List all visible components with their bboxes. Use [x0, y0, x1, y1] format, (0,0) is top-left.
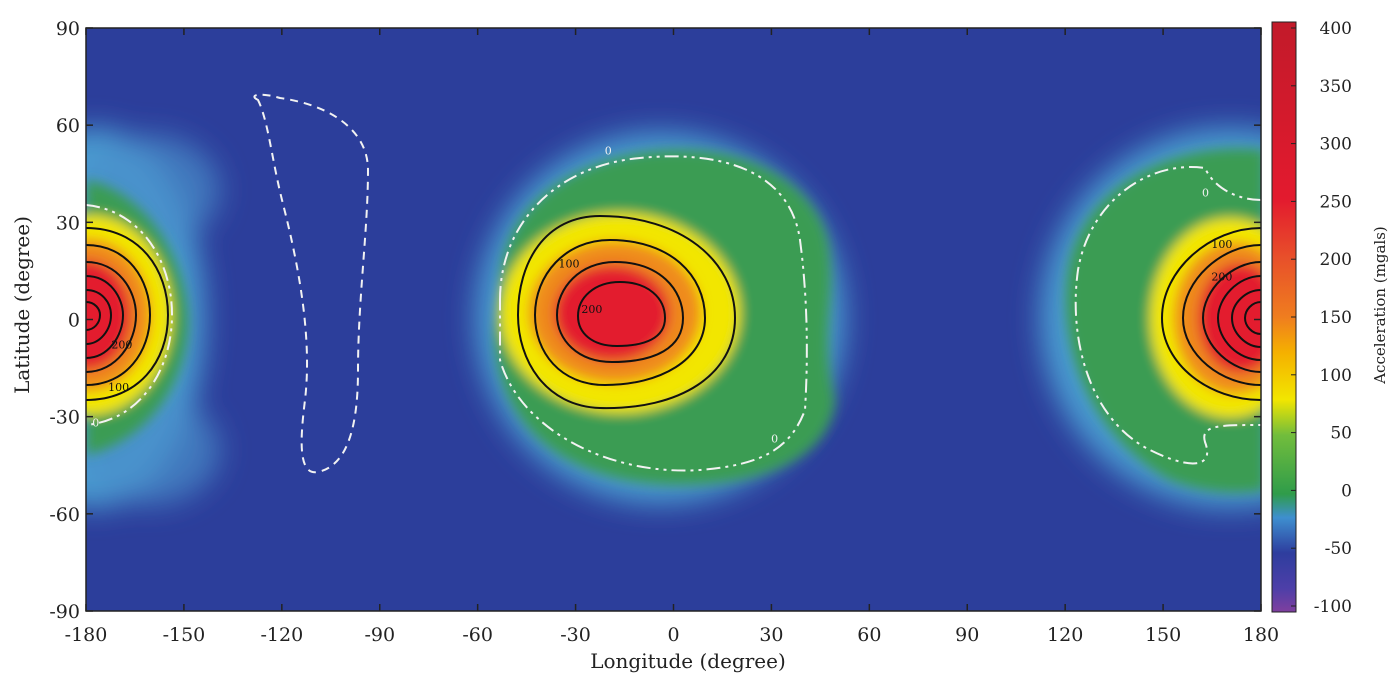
- colorbar-tick-label: 350: [1320, 77, 1352, 97]
- zero-contours: [86, 155, 1261, 472]
- y-tick-label: 30: [56, 212, 80, 234]
- colorbar-tick-label: 50: [1330, 424, 1352, 444]
- colorbar-tick-label: 400: [1320, 19, 1352, 39]
- y-axis: 90 60 30 0 -30 -60 -90: [49, 18, 1261, 623]
- x-tick-label: 150: [1145, 624, 1181, 646]
- colorbar-tick-label: 300: [1320, 135, 1352, 155]
- contour-label: 0: [605, 144, 612, 157]
- y-tick-label: -60: [49, 504, 80, 526]
- contour-label: 0: [1202, 186, 1209, 199]
- x-tick-label: -120: [260, 624, 303, 646]
- colorbar-tick-label: 150: [1320, 308, 1352, 328]
- colorbar-tick-label: 100: [1320, 366, 1352, 386]
- y-tick-label: 60: [56, 115, 80, 137]
- y-tick-label: 0: [68, 310, 80, 332]
- contours-west: [86, 227, 170, 401]
- y-tick-label: 90: [56, 18, 80, 40]
- contour-label: 0: [92, 416, 99, 429]
- x-tick-label: -60: [462, 624, 493, 646]
- y-axis-title: Latitude (degree): [10, 216, 34, 394]
- contour-label: 200: [1211, 271, 1232, 284]
- contour-labels: 100 200 0 0 100 200 0 100 200 0: [92, 144, 1232, 445]
- contour-label: 100: [1211, 238, 1232, 251]
- x-tick-label: 60: [857, 624, 881, 646]
- x-tick-label: 180: [1243, 624, 1279, 646]
- colorbar-tick-label: -100: [1314, 597, 1352, 617]
- contour-label: 100: [559, 258, 580, 271]
- colorbar-tick-label: 250: [1320, 192, 1352, 212]
- y-tick-label: -90: [49, 601, 80, 623]
- x-tick-label: 0: [667, 624, 679, 646]
- x-tick-label: -30: [560, 624, 591, 646]
- red-east: [1198, 263, 1261, 373]
- x-tick-label: 30: [759, 624, 783, 646]
- contours-center: [516, 214, 737, 410]
- x-tick-label: -150: [163, 624, 206, 646]
- colorbar-tick-label: -50: [1325, 539, 1352, 559]
- x-tick-label: 90: [955, 624, 979, 646]
- x-axis-title: Longitude (degree): [590, 649, 786, 673]
- colorbar-title: Acceleration (mgals): [1371, 226, 1389, 385]
- red-west: [86, 260, 131, 370]
- contour-label: 100: [108, 381, 129, 394]
- plot-area: 100 200 0 0 100 200 0 100 200 0: [85, 27, 1262, 612]
- x-tick-label: -180: [65, 624, 108, 646]
- x-tick-label: -90: [364, 624, 395, 646]
- x-axis: -180 -150 -120 -90 -60 -30 0 30 60 90 120 150 180: [65, 28, 1279, 646]
- colorbar: 400 350 300 250 200 150 100 50 0 -50 -100 Accelera…: [1271, 19, 1389, 617]
- x-tick-label: 120: [1047, 624, 1083, 646]
- contour-label: 200: [581, 303, 602, 316]
- heatmap-field: 100 200 0 0 100 200 0 100 200 0: [86, 93, 1261, 508]
- negative-contour: [253, 93, 370, 474]
- red-center: [554, 265, 670, 361]
- colorbar-tick-label: 200: [1320, 250, 1352, 270]
- contour-label: 0: [771, 433, 778, 446]
- contours-east: [1160, 227, 1261, 401]
- colorbar-ticks: 400 350 300 250 200 150 100 50 0 -50 -100: [1291, 19, 1352, 617]
- colorbar-tick-label: 0: [1341, 481, 1352, 501]
- contour-label: 200: [111, 339, 132, 352]
- y-tick-label: -30: [49, 407, 80, 429]
